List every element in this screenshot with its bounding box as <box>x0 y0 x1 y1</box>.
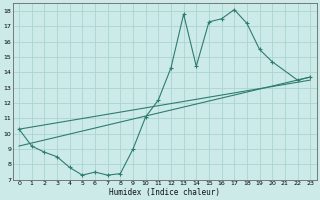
X-axis label: Humidex (Indice chaleur): Humidex (Indice chaleur) <box>109 188 220 197</box>
